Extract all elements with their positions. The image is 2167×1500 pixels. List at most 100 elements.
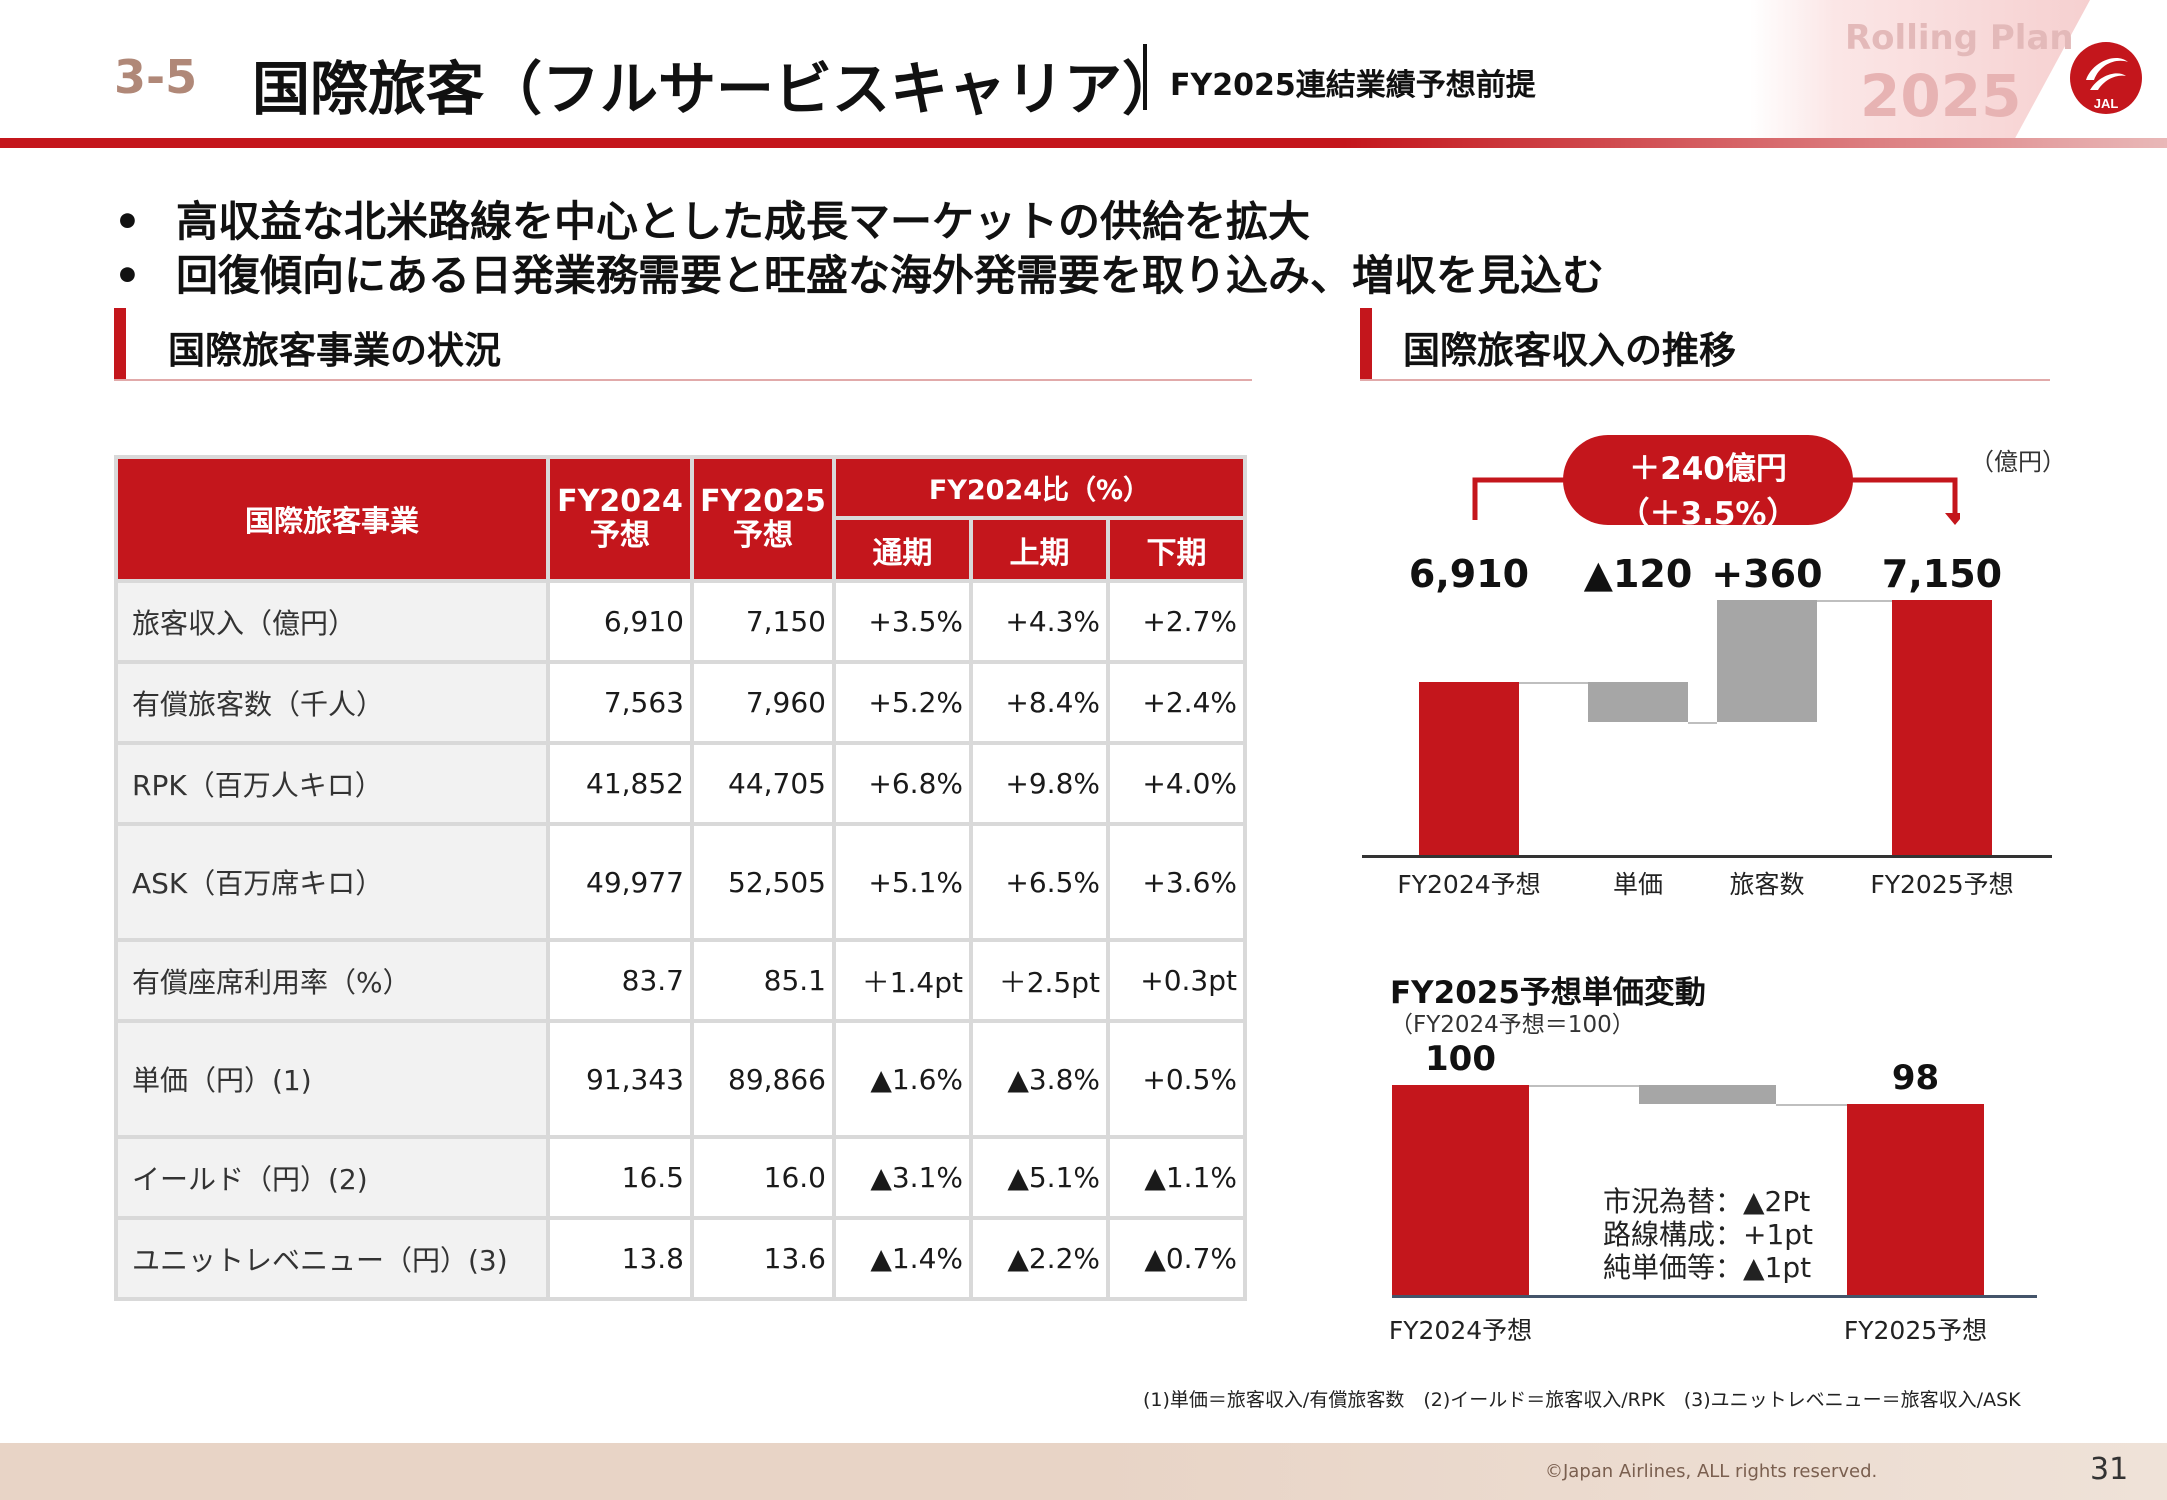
page-title: 国際旅客（フルサービスキャリア） bbox=[252, 55, 1181, 123]
table-subheader-h1: 上期 bbox=[973, 520, 1106, 579]
waterfall-bar bbox=[1419, 681, 1519, 855]
bullet-text: 高収益な北米路線を中心とした成長マーケットの供給を拡大 bbox=[176, 197, 1311, 246]
x-axis-label: FY2025予想 bbox=[1870, 870, 2014, 899]
title-rule bbox=[0, 138, 2167, 148]
cell-h2: +2.7% bbox=[1110, 583, 1243, 660]
data-label: +360 bbox=[1711, 552, 1823, 596]
connector-line bbox=[1776, 1104, 1847, 1107]
row-label: イールド（円）(2) bbox=[118, 1139, 546, 1216]
x-axis-label: FY2025予想 bbox=[1843, 1316, 1988, 1345]
jal-logo-icon: JAL bbox=[2070, 42, 2142, 114]
cell-h1: +9.8% bbox=[973, 745, 1106, 822]
cell-fy2024: 83.7 bbox=[550, 942, 690, 1019]
cell-full: ▲1.4% bbox=[836, 1220, 969, 1297]
table-row: 有償旅客数（千人） 7,563 7,960 +5.2% +8.4% +2.4% bbox=[118, 664, 1243, 741]
footer-band bbox=[0, 1443, 2167, 1500]
breakdown-item: 路線構成：+1pt bbox=[1603, 1218, 1814, 1252]
waterfall-bar bbox=[1892, 600, 1992, 855]
page-subtitle: FY2025連結業績予想前提 bbox=[1170, 68, 1536, 103]
cell-fy2025: 16.0 bbox=[694, 1139, 832, 1216]
cell-h1: ▲5.1% bbox=[973, 1139, 1106, 1216]
connector-line bbox=[1688, 722, 1717, 725]
bullet-item: • 高収益な北米路線を中心とした成長マーケットの供給を拡大 bbox=[114, 188, 1310, 249]
cell-h1: ▲2.2% bbox=[973, 1220, 1106, 1297]
cell-fy2025: 13.6 bbox=[694, 1220, 832, 1297]
cell-h2: +0.5% bbox=[1110, 1023, 1243, 1135]
callout-percent: （＋3.5%） bbox=[1618, 496, 1798, 532]
cell-fy2024: 13.8 bbox=[550, 1220, 690, 1297]
breakdown-item: 純単価等：▲1pt bbox=[1603, 1251, 1812, 1285]
cell-fy2024: 49,977 bbox=[550, 826, 690, 938]
connector-line bbox=[1817, 600, 1892, 602]
chart2-subtitle: （FY2024予想＝100） bbox=[1390, 1012, 1635, 1038]
row-label: 有償座席利用率（%） bbox=[118, 942, 546, 1019]
unit-price-waterfall-chart: 100 FY2024予想 98 FY2025予想 bbox=[1389, 1035, 2037, 1355]
kpi-table: 国際旅客事業 FY2024 予想 FY2025 予想 FY2024比（%） 通期… bbox=[114, 455, 1247, 1301]
cell-fy2024: 41,852 bbox=[550, 745, 690, 822]
cell-h2: +3.6% bbox=[1110, 826, 1243, 938]
cell-fy2024: 6,910 bbox=[550, 583, 690, 660]
data-label: 100 bbox=[1425, 1039, 1496, 1079]
table-row: イールド（円）(2) 16.5 16.0 ▲3.1% ▲5.1% ▲1.1% bbox=[118, 1139, 1243, 1216]
waterfall-bar bbox=[1392, 1085, 1529, 1295]
table-header-fy2024: FY2024 予想 bbox=[550, 459, 690, 579]
table-row: RPK（百万人キロ） 41,852 44,705 +6.8% +9.8% +4.… bbox=[118, 745, 1243, 822]
page-number: 31 bbox=[2090, 1452, 2129, 1487]
callout-amount: ＋240億円 bbox=[1629, 451, 1787, 487]
table-row: ユニットレベニュー（円）(3) 13.8 13.6 ▲1.4% ▲2.2% ▲0… bbox=[118, 1220, 1243, 1297]
bullet-marker: • bbox=[114, 197, 141, 246]
waterfall-bar bbox=[1847, 1104, 1984, 1295]
chart2-title: FY2025予想単価変動 bbox=[1390, 975, 1706, 1011]
section-accent-bar bbox=[1360, 308, 1372, 380]
cell-h1: +4.3% bbox=[973, 583, 1106, 660]
cell-full: +5.1% bbox=[836, 826, 969, 938]
unit-price-breakdown: 市況為替：▲2Pt 路線構成：+1pt 純単価等：▲1pt bbox=[1603, 1185, 1813, 1284]
cell-h2: +4.0% bbox=[1110, 745, 1243, 822]
cell-fy2024: 16.5 bbox=[550, 1139, 690, 1216]
table-header-group: FY2024比（%） bbox=[836, 459, 1243, 516]
connector-line bbox=[1529, 1085, 1639, 1087]
cell-full: +3.5% bbox=[836, 583, 969, 660]
x-axis-label: 単価 bbox=[1612, 870, 1663, 899]
plan-badge-year: 2025 bbox=[1860, 62, 2022, 130]
chart1-unit-label: （億円） bbox=[1970, 448, 2066, 476]
waterfall-bar bbox=[1639, 1085, 1776, 1105]
table-row: 単価（円）(1) 91,343 89,866 ▲1.6% ▲3.8% +0.5% bbox=[118, 1023, 1243, 1135]
x-axis-label: FY2024予想 bbox=[1388, 1316, 1533, 1345]
cell-full: ＋1.4pt bbox=[836, 942, 969, 1019]
data-label: 6,910 bbox=[1408, 552, 1530, 596]
cell-fy2025: 44,705 bbox=[694, 745, 832, 822]
bullet-item: • 回復傾向にある日発業務需要と旺盛な海外発需要を取り込み、増収を見込む bbox=[114, 242, 1604, 303]
table-subheader-h2: 下期 bbox=[1110, 520, 1243, 579]
connector-line bbox=[1519, 681, 1588, 684]
data-label: ▲120 bbox=[1583, 552, 1693, 596]
cell-full: ▲3.1% bbox=[836, 1139, 969, 1216]
title-divider bbox=[1143, 44, 1147, 110]
table-subheader-full: 通期 bbox=[836, 520, 969, 579]
section-underline bbox=[1360, 379, 2050, 381]
jal-logo-text: JAL bbox=[2094, 96, 2119, 111]
cell-fy2025: 7,150 bbox=[694, 583, 832, 660]
section-number: 3-5 bbox=[114, 50, 198, 104]
row-label: ASK（百万席キロ） bbox=[118, 826, 546, 938]
x-axis-label: FY2024予想 bbox=[1397, 870, 1541, 899]
cell-h2: ▲0.7% bbox=[1110, 1220, 1243, 1297]
section-accent-bar bbox=[114, 308, 126, 380]
waterfall-bar bbox=[1717, 600, 1817, 723]
cell-fy2024: 7,563 bbox=[550, 664, 690, 741]
data-label: 98 bbox=[1891, 1058, 1940, 1099]
cell-full: +5.2% bbox=[836, 664, 969, 741]
cell-full: ▲1.6% bbox=[836, 1023, 969, 1135]
cell-fy2025: 89,866 bbox=[694, 1023, 832, 1135]
cell-h1: ＋2.5pt bbox=[973, 942, 1106, 1019]
table-header-fy2025: FY2025 予想 bbox=[694, 459, 832, 579]
table-row: 旅客収入（億円） 6,910 7,150 +3.5% +4.3% +2.7% bbox=[118, 583, 1243, 660]
callout-bubble: ＋240億円 （＋3.5%） bbox=[1563, 435, 1853, 532]
breakdown-item: 市況為替：▲2Pt bbox=[1603, 1185, 1811, 1218]
cell-h2: +2.4% bbox=[1110, 664, 1243, 741]
cell-full: +6.8% bbox=[836, 745, 969, 822]
data-label: 7,150 bbox=[1881, 552, 2003, 596]
cell-h2: +0.3pt bbox=[1110, 942, 1243, 1019]
section-title-left: 国際旅客事業の状況 bbox=[168, 329, 501, 372]
row-label: 有償旅客数（千人） bbox=[118, 664, 546, 741]
